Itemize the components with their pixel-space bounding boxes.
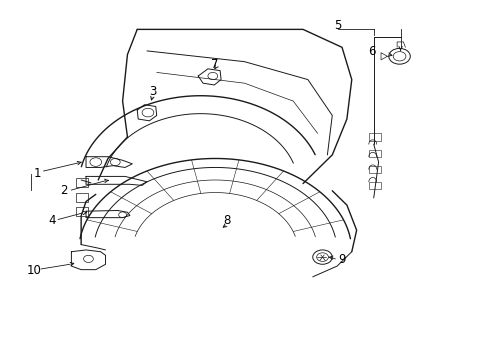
Bar — [76, 178, 88, 187]
Bar — [76, 207, 88, 216]
Text: 1: 1 — [34, 167, 41, 180]
Text: 2: 2 — [60, 184, 68, 197]
Bar — [368, 149, 380, 157]
Bar — [368, 182, 380, 189]
Text: 10: 10 — [26, 264, 41, 277]
Text: 9: 9 — [338, 253, 345, 266]
Text: 7: 7 — [211, 58, 219, 71]
Text: 5: 5 — [334, 19, 341, 32]
Text: 8: 8 — [224, 214, 231, 227]
Bar — [76, 193, 88, 202]
Text: 4: 4 — [48, 214, 56, 227]
Text: 3: 3 — [149, 85, 156, 98]
Text: 6: 6 — [368, 45, 375, 58]
Bar — [368, 166, 380, 173]
Bar — [368, 134, 380, 140]
